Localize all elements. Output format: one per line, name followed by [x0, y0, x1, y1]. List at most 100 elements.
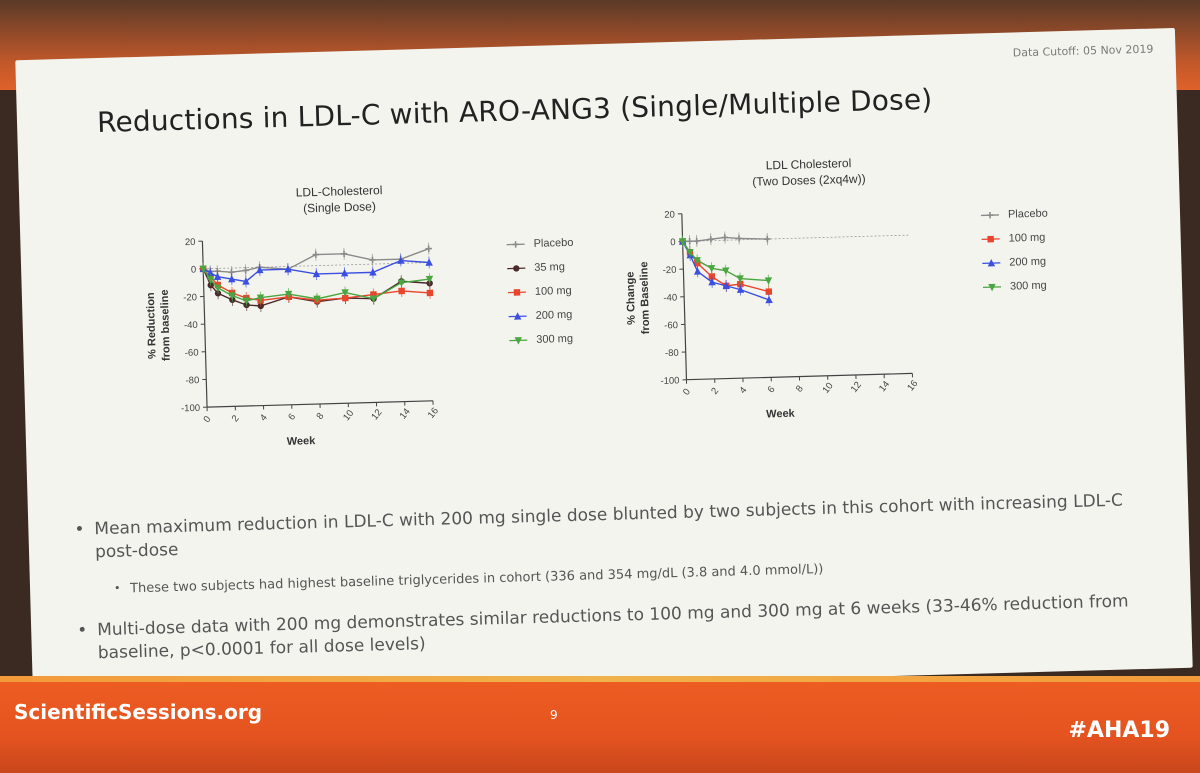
chart-2-legend: Placebo 100 mg 200 mg 300 mg — [980, 202, 1050, 300]
legend-symbol — [987, 258, 996, 267]
data-point-200-mg — [765, 295, 773, 304]
legend-label: 35 mg — [534, 261, 566, 274]
data-cutoff-note: Data Cutoff: 05 Nov 2019 — [1012, 42, 1154, 60]
legend-label: 200 mg — [535, 308, 573, 322]
data-point-placebo — [693, 237, 700, 245]
legend-item: 300 mg — [982, 274, 1050, 300]
data-point-300-mg — [678, 238, 687, 246]
y-tick-label: -60 — [664, 320, 678, 331]
data-point-200-mg — [693, 267, 702, 275]
x-tick-label: 16 — [905, 378, 920, 393]
legend-marker — [980, 210, 1000, 221]
data-point-placebo — [686, 238, 693, 245]
data-point-200-mg — [397, 256, 405, 264]
bullet-1: Mean maximum reduction in LDL-C with 200… — [68, 489, 1149, 565]
x-axis-label: Week — [766, 408, 796, 421]
data-point-200-mg — [284, 265, 292, 273]
x-tick-label: 12 — [369, 407, 384, 422]
legend-marker — [508, 311, 528, 322]
data-point-200-mg — [228, 274, 236, 283]
legend-symbol — [514, 337, 522, 345]
legend-symbol — [512, 241, 519, 248]
y-tick-label: -80 — [185, 375, 199, 386]
y-tick-label: -80 — [665, 348, 679, 359]
legend-label: Placebo — [1007, 207, 1048, 221]
data-point-300-mg — [397, 279, 406, 287]
slide: Data Cutoff: 05 Nov 2019 Reductions in L… — [15, 27, 1193, 701]
legend-item: 100 mg — [980, 226, 1048, 252]
y-tick-label: -100 — [181, 403, 200, 415]
chart-1-title: LDL-Cholesterol (Single Dose) — [249, 181, 430, 218]
y-tick-label: 0 — [670, 237, 676, 248]
footer-divider — [0, 676, 1200, 682]
legend-symbol — [986, 211, 994, 219]
legend-item: Placebo — [505, 231, 574, 257]
data-point-300-mg — [214, 284, 222, 292]
data-point-300-mg — [256, 294, 265, 302]
footer-site: ScientificSessions.org — [14, 700, 263, 724]
legend-marker — [981, 234, 1001, 245]
x-tick-label: 4 — [258, 412, 270, 423]
data-point-100-mg — [426, 289, 434, 297]
slide-title: Reductions in LDL-C with ARO-ANG3 (Singl… — [96, 82, 933, 140]
legend-symbol — [987, 235, 994, 243]
bullet-2: Multi-dose data with 200 mg demonstrates… — [71, 590, 1152, 666]
data-point-placebo — [735, 235, 743, 242]
zero-reference-line — [203, 262, 430, 270]
y-tick-label: 0 — [191, 265, 197, 276]
x-tick-label: 0 — [681, 387, 693, 398]
data-point-200-mg — [369, 268, 377, 276]
data-point-300-mg — [341, 289, 349, 297]
legend-label: 300 mg — [536, 332, 574, 346]
legend-item: 200 mg — [981, 250, 1049, 276]
data-point-200-mg — [708, 277, 716, 286]
x-tick-label: 12 — [849, 380, 864, 395]
y-axis-label: from Baseline — [638, 261, 652, 334]
data-point-200-mg — [312, 269, 321, 278]
data-point-300-mg — [425, 275, 434, 284]
footer-bar — [0, 676, 1200, 773]
legend-marker — [982, 282, 1002, 293]
chart-1-legend: Placebo 35 mg 100 mg 200 mg 300 mg — [505, 231, 576, 353]
legend-symbol — [514, 312, 522, 320]
data-point-placebo — [369, 256, 376, 264]
x-axis-label: Week — [287, 435, 317, 448]
legend-label: 300 mg — [1009, 279, 1047, 293]
y-tick-label: -60 — [185, 347, 199, 358]
data-point-placebo — [764, 235, 771, 243]
data-point-300-mg — [284, 290, 293, 299]
x-tick-label: 0 — [202, 414, 214, 425]
x-tick-label: 8 — [314, 411, 326, 422]
legend-marker — [507, 287, 527, 298]
x-tick-label: 4 — [737, 385, 749, 396]
y-axis-label: % Change — [624, 271, 637, 325]
page-number: 9 — [550, 708, 558, 722]
legend-item: 35 mg — [506, 255, 574, 281]
zero-reference-line — [682, 234, 909, 242]
legend-marker — [506, 263, 526, 274]
legend-marker — [981, 258, 1001, 269]
x-tick-label: 14 — [877, 379, 892, 394]
y-tick-label: 20 — [664, 209, 675, 220]
data-point-300-mg — [206, 276, 215, 284]
legend-label: 200 mg — [1009, 255, 1047, 269]
x-tick-label: 2 — [709, 386, 721, 397]
legend-symbol — [513, 265, 520, 272]
y-axis-label: % Reduction — [145, 292, 159, 359]
data-point-placebo — [425, 245, 432, 252]
y-axis-label: from baseline — [159, 289, 173, 361]
legend-item: Placebo — [980, 202, 1048, 228]
legend-marker — [505, 239, 525, 250]
y-tick-label: -100 — [660, 375, 679, 387]
x-tick-label: 6 — [286, 412, 298, 423]
x-tick-label: 14 — [398, 406, 413, 421]
data-point-200-mg — [722, 281, 731, 290]
legend-symbol — [988, 283, 996, 292]
data-point-300-mg — [369, 295, 378, 303]
data-point-300-mg — [199, 265, 207, 274]
legend-label: 100 mg — [534, 284, 572, 298]
data-point-300-mg — [693, 257, 701, 265]
legend-item: 300 mg — [508, 327, 576, 353]
data-point-300-mg — [736, 275, 744, 283]
